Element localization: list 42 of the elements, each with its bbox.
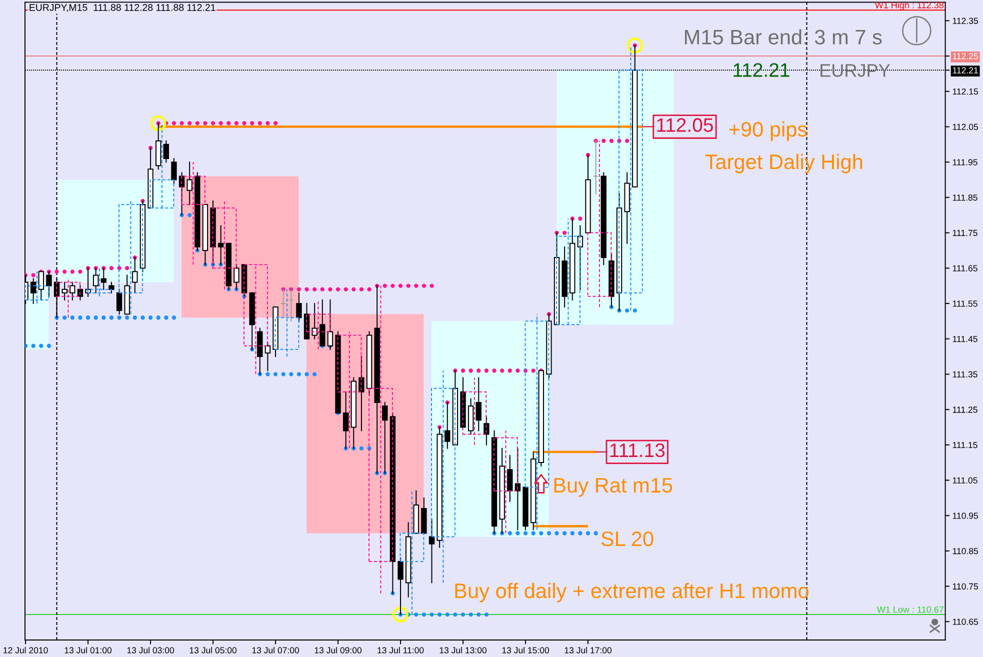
y-tick-label: 110.75: [952, 583, 978, 590]
annotation: 112.05: [657, 118, 713, 132]
annotation: Target Daliy High: [705, 154, 862, 174]
x-tick-label: 13 Jul 17:00: [564, 646, 612, 654]
annotation: SL 20: [601, 531, 654, 546]
x-tick-label: 13 Jul 13:00: [440, 646, 487, 654]
annotation: M15 Bar end: 3 m 7 s: [685, 29, 882, 45]
annotation: Buy off daily + extreme after H1 momo: [455, 582, 808, 602]
x-tick-label: 13 Jul 11:00: [378, 646, 424, 654]
x-tick-label: 13 Jul 03:00: [127, 646, 174, 654]
y-tick-label: 111.65: [952, 265, 978, 272]
y-tick-label: 110.95: [952, 512, 978, 519]
annotation: EURJPY: [820, 64, 890, 77]
x-tick-label: 13 Jul 07:00: [252, 646, 300, 654]
chart-title: EURJPY,M15 111.88 112.28 111.88 112.21: [30, 4, 216, 12]
annotation: 111.13: [610, 443, 665, 458]
annotation: Buy Rat m15: [554, 478, 672, 497]
y-tick-label: 111.75: [952, 230, 978, 236]
y-tick-label: 111.35: [952, 371, 978, 378]
x-tick-label: 13 Jul 05:00: [190, 646, 237, 654]
x-tick-label: 13 Jul 01:00: [64, 646, 112, 654]
ref-line-label: W1 High : 112.38: [874, 2, 944, 10]
ref-line-label: W1 Low : 110.67: [876, 606, 944, 613]
annotation: 112.21: [734, 63, 790, 77]
y-tick-label: 111.25: [952, 406, 978, 413]
y-tick-label: 110.65: [952, 618, 978, 625]
x-tick-label: 12 Jul 2010: [4, 646, 48, 654]
y-tick-label: 111.15: [952, 442, 978, 448]
annotation: +90 pips: [729, 121, 807, 141]
y-tick-label: 112.21: [952, 67, 978, 74]
x-tick-label: 13 Jul 09:00: [314, 646, 362, 654]
x-tick-label: 13 Jul 15:00: [502, 646, 550, 654]
y-tick-label: 111.85: [952, 194, 978, 201]
y-tick-label: 111.45: [952, 336, 978, 342]
y-tick-label: 111.05: [952, 477, 978, 484]
y-tick-label: 112.15: [952, 88, 978, 95]
y-tick-label: 110.85: [952, 548, 978, 554]
y-tick-label: 111.55: [952, 300, 978, 307]
y-tick-label: 111.95: [952, 159, 978, 166]
y-tick-label: 112.35: [952, 18, 978, 24]
y-tick-label: 112.05: [952, 124, 978, 130]
y-tick-label: 112.25: [952, 53, 978, 60]
